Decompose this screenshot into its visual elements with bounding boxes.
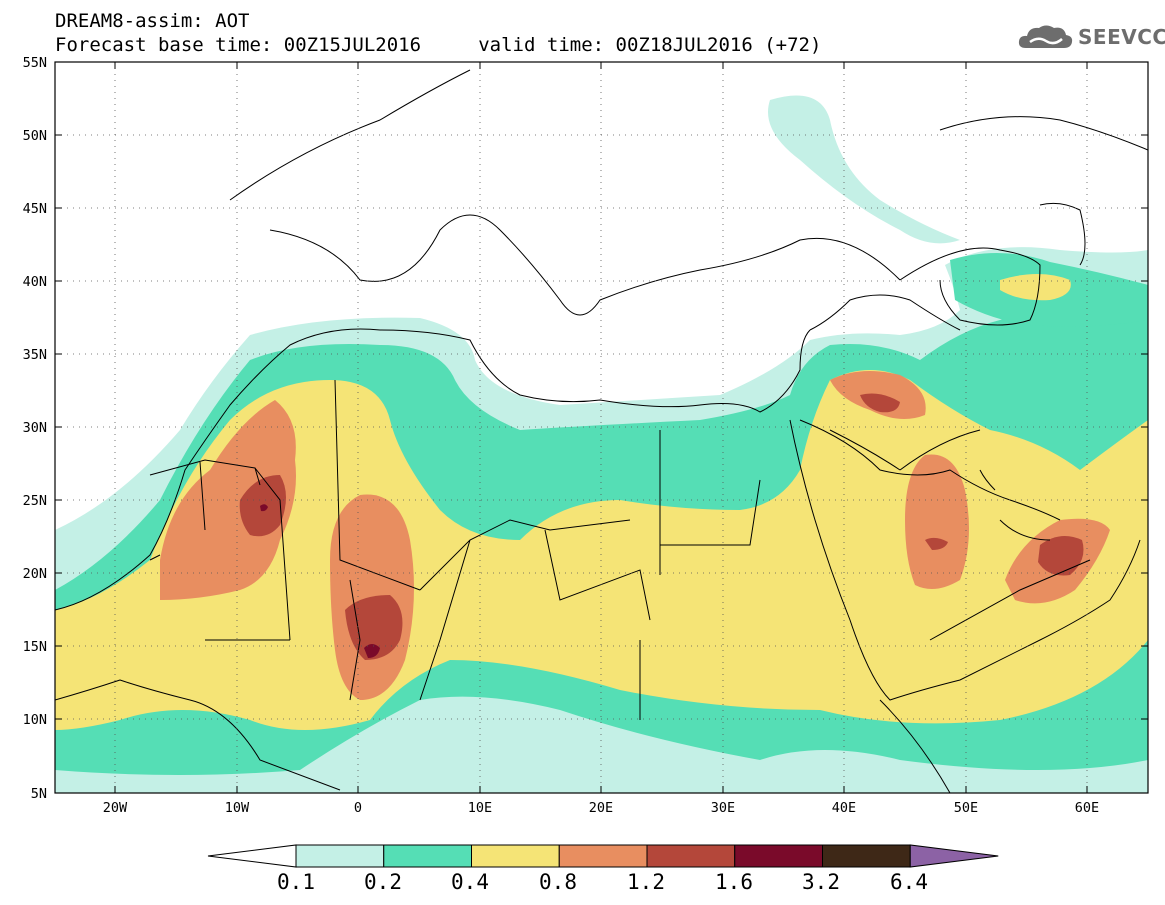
forecast-times: Forecast base time: 00Z15JUL2016 valid t…: [55, 34, 822, 56]
colorbar-label: 0.1: [277, 870, 315, 894]
colorbar-label: 1.6: [715, 870, 753, 894]
lat-label: 45N: [23, 201, 47, 217]
colorbar-arrow-low: [207, 844, 297, 868]
colorbar-swatch: [383, 844, 472, 868]
lat-label: 5N: [31, 786, 47, 802]
colorbar-swatch: [734, 844, 823, 868]
logo-text: SEEVCCC: [1078, 25, 1165, 49]
lat-label: 25N: [23, 493, 47, 509]
colorbar-swatch: [822, 844, 911, 868]
colorbar-label: 0.8: [539, 870, 577, 894]
lat-label: 50N: [23, 128, 47, 144]
tick-marks: [55, 61, 1148, 794]
latitude-labels: 55N 50N 45N 40N 35N 30N 25N 20N 15N 10N …: [23, 55, 47, 802]
lon-label: 30E: [711, 800, 735, 816]
lon-label: 50E: [954, 800, 978, 816]
longitude-labels: 20W 10W 0 10E 20E 30E 40E 50E 60E: [103, 800, 1099, 816]
colorbar-swatch: [471, 844, 560, 868]
colorbar-swatch: [558, 844, 648, 868]
lat-label: 30N: [23, 420, 47, 436]
lat-label: 15N: [23, 639, 47, 655]
map-title: DREAM8-assim: AOT: [55, 10, 250, 32]
lon-label: 60E: [1075, 800, 1099, 816]
aot-band-0.8-arabia: [905, 454, 969, 589]
coastlines: [55, 69, 1148, 793]
aot-band-1.2-iraq: [860, 393, 900, 413]
lon-label: 10E: [468, 800, 492, 816]
lat-label: 10N: [23, 712, 47, 728]
aot-band-0.8-west: [160, 400, 296, 600]
cloud-icon: [1018, 25, 1073, 48]
aot-band-1.2-arabia: [925, 537, 948, 550]
colorbar-label: 0.2: [364, 870, 402, 894]
aot-band-1.6-sahel: [364, 644, 380, 658]
lat-label: 20N: [23, 566, 47, 582]
colorbar-arrow-high: [909, 844, 999, 868]
aot-band-0.4-east-detached: [1000, 274, 1071, 301]
lat-label: 40N: [23, 274, 47, 290]
lon-label: 20W: [103, 800, 128, 816]
aot-band-1.6-west: [260, 504, 268, 512]
aot-band-0.4: [55, 370, 1148, 730]
lat-label: 35N: [23, 347, 47, 363]
aot-band-1.2-oman: [1038, 536, 1084, 576]
lon-label: 10W: [225, 800, 250, 816]
colorbar-label: 1.2: [627, 870, 665, 894]
colorbar: [207, 844, 999, 868]
colorbar-label: 6.4: [890, 870, 928, 894]
graticule: [55, 62, 1148, 793]
colorbar-label: 0.4: [451, 870, 489, 894]
colorbar-swatch: [646, 844, 736, 868]
colorbar-swatch: [295, 844, 385, 868]
lat-label: 55N: [23, 55, 47, 71]
aot-field: [55, 95, 1148, 793]
colorbar-label: 3.2: [802, 870, 840, 894]
lon-label: 0: [354, 800, 362, 816]
lon-label: 40E: [832, 800, 856, 816]
aot-band-0.1-north: [768, 95, 960, 244]
seevccc-logo: SEEVCCC: [1016, 22, 1165, 52]
lon-label: 20E: [589, 800, 613, 816]
